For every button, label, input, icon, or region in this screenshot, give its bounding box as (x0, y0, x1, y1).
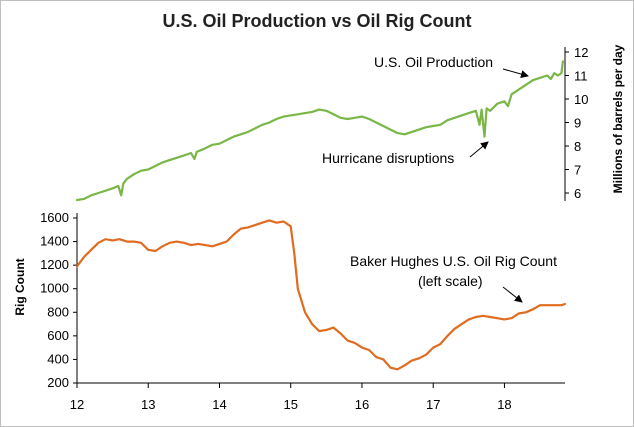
left-axis-label: Rig Count (13, 258, 27, 315)
arrow-oil-production (502, 68, 529, 78)
right-axis-label: Millions of barrels per day (611, 44, 625, 193)
right-tick-label: 11 (574, 69, 588, 84)
x-tick-label: 18 (497, 397, 511, 412)
arrow-hurricane (469, 141, 489, 158)
right-tick-label: 8 (574, 139, 581, 154)
left-tick-label: 400 (47, 351, 69, 366)
annotation-rig-count: Baker Hughes U.S. Oil Rig Count (350, 253, 557, 269)
left-tick-label: 200 (47, 375, 69, 390)
left-axis: 200 400 600 800 1000 1200 1400 1600 (40, 210, 78, 390)
x-tick-label: 15 (283, 397, 297, 412)
left-tick-label: 600 (47, 328, 69, 343)
x-tick-label: 13 (141, 397, 155, 412)
x-tick-label: 12 (70, 397, 84, 412)
x-tick-label: 17 (426, 397, 440, 412)
chart-title: U.S. Oil Production vs Oil Rig Count (162, 11, 471, 31)
right-axis: 6 7 8 9 10 11 12 (564, 45, 588, 201)
annotation-rig-count-scale: (left scale) (418, 273, 483, 289)
left-tick-label: 800 (47, 304, 69, 319)
left-tick-label: 1400 (40, 234, 69, 249)
left-tick-label: 1200 (40, 257, 69, 272)
annotation-hurricane: Hurricane disruptions (322, 150, 454, 166)
left-tick-label: 1600 (40, 210, 69, 225)
series-line-oil-production (75, 60, 565, 202)
left-tick-label: 1000 (40, 281, 69, 296)
right-tick-label: 7 (574, 163, 581, 178)
annotations: U.S. Oil Production Hurricane disruption… (322, 54, 557, 303)
annotation-oil-production: U.S. Oil Production (374, 54, 493, 70)
right-tick-label: 6 (574, 186, 581, 201)
right-tick-label: 12 (574, 45, 588, 60)
series-line-rig-count (75, 219, 567, 371)
right-tick-label: 10 (574, 92, 588, 107)
series-group (75, 60, 567, 371)
x-axis: 12 13 14 15 16 17 18 (70, 382, 565, 412)
x-tick-label: 14 (212, 397, 226, 412)
x-tick-label: 16 (355, 397, 369, 412)
right-tick-label: 9 (574, 116, 581, 131)
arrow-rig-count (502, 286, 523, 303)
